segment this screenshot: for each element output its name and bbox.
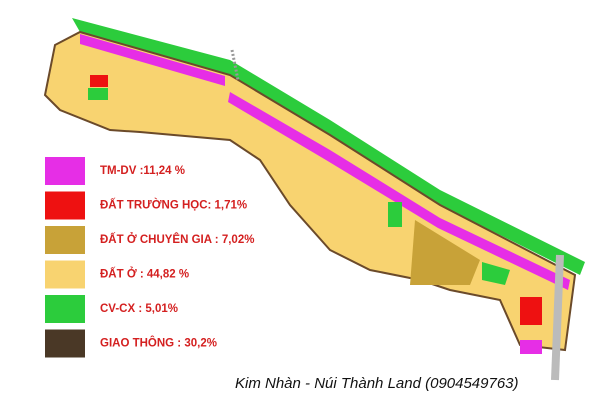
legend-swatch <box>45 157 85 185</box>
legend-swatch <box>45 295 85 323</box>
legend-label: CV-CX : 5,01% <box>100 303 178 315</box>
park <box>388 202 402 227</box>
legend: TM-DV :11,24 % ĐẤT TRƯỜNG HỌC: 1,71% ĐẤT Ở… <box>45 157 254 358</box>
legend-label: TM-DV :11,24 % <box>100 165 185 177</box>
footer: Kim Nhàn - Núi Thành Land (0904549763) <box>235 375 519 392</box>
commercial-strip <box>80 34 225 86</box>
road <box>230 49 240 81</box>
plan <box>43 18 585 381</box>
commercial <box>520 340 542 354</box>
school <box>520 297 542 325</box>
school <box>90 75 108 87</box>
green-strip <box>72 18 585 275</box>
expert-housing <box>410 220 480 285</box>
park <box>482 262 510 285</box>
legend-swatch <box>45 191 85 220</box>
legend-swatch <box>45 329 85 358</box>
legend-swatch <box>45 260 85 289</box>
legend-label: GIAO THÔNG : 30,2% <box>100 337 217 350</box>
road <box>551 254 564 381</box>
legend-label: ĐẤT Ở : 44,82 % <box>100 268 189 281</box>
legend-label: ĐẤT TRƯỜNG HỌC: 1,71% <box>100 199 247 212</box>
legend-swatch <box>45 226 85 254</box>
park <box>88 88 108 100</box>
commercial-strip <box>228 92 570 290</box>
legend-label: ĐẤT Ở CHUYÊN GIA : 7,02% <box>100 233 254 246</box>
